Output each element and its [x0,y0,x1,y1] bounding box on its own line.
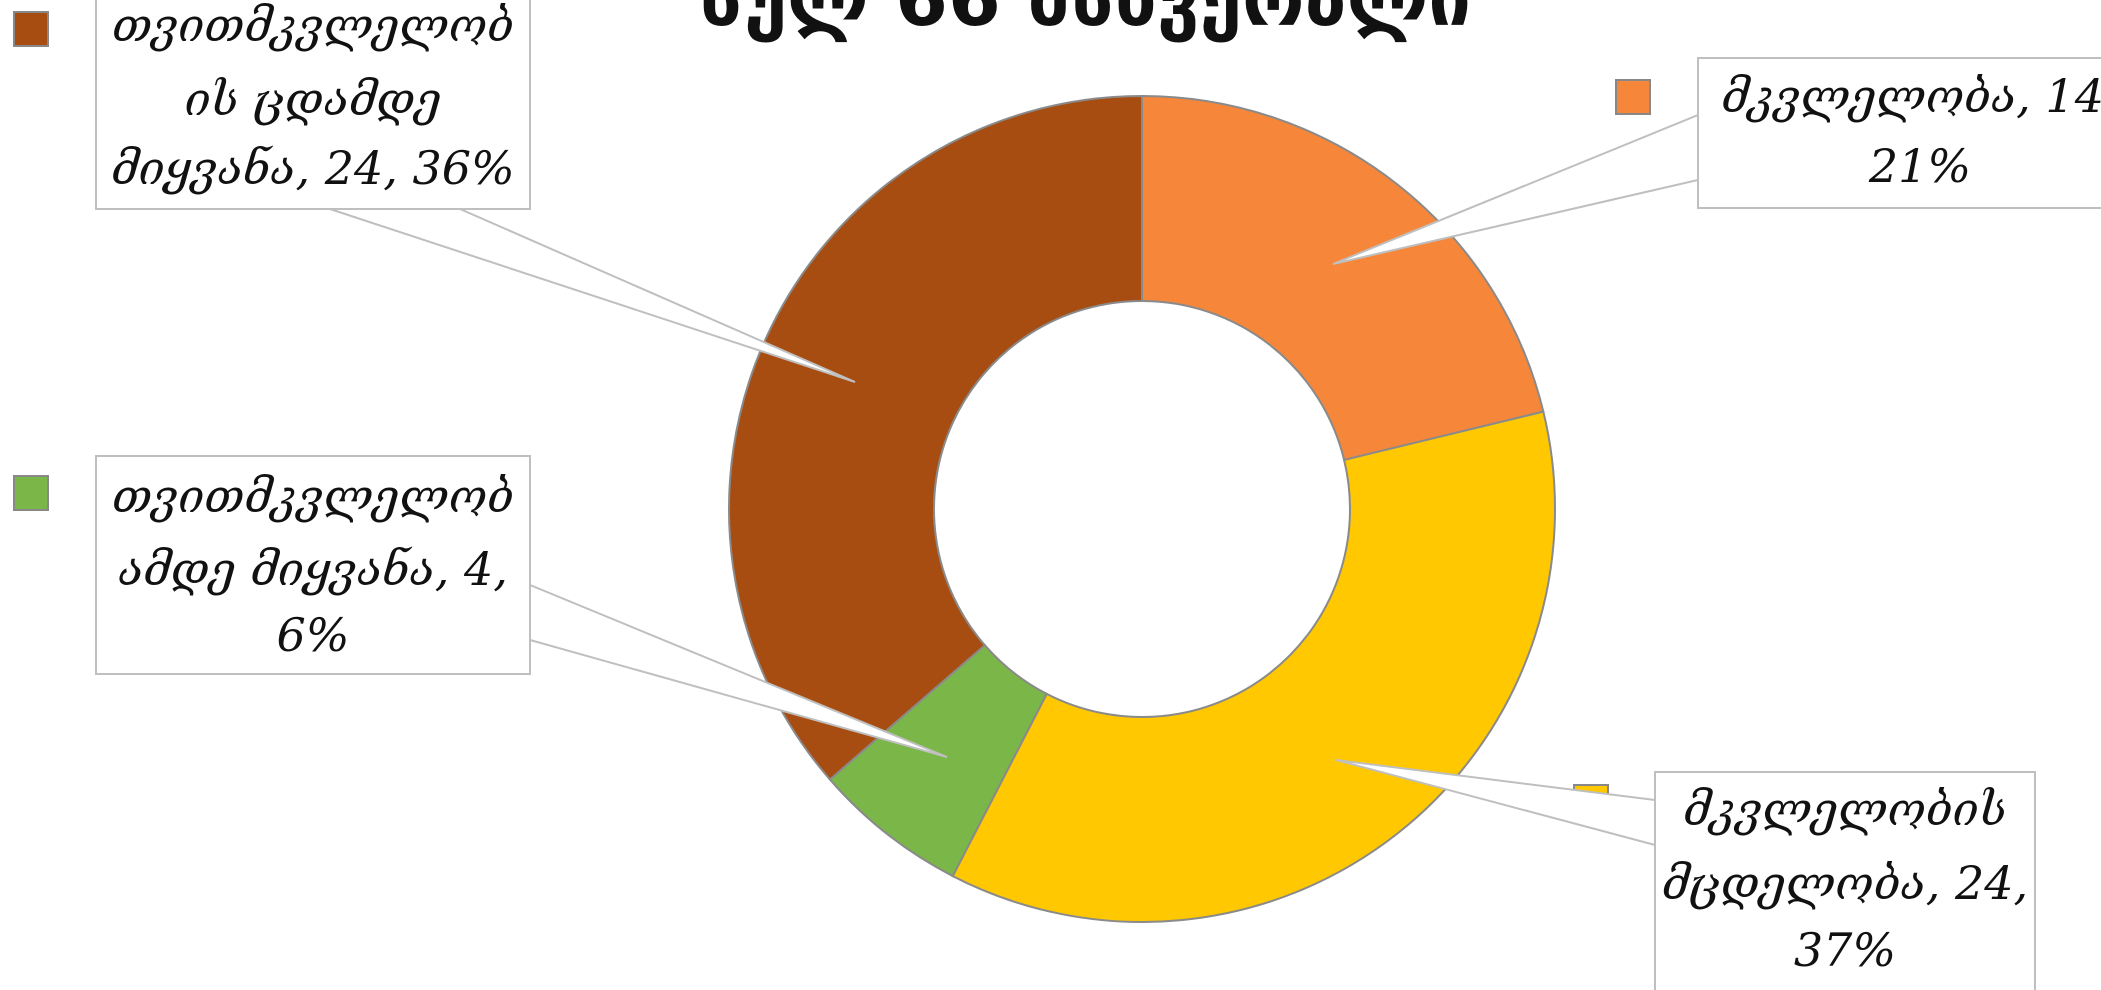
data-label: ის ცდამდე [185,72,442,126]
legend-marker [13,475,49,511]
chart-title: სულ 66 მსხვერპლი [699,0,1471,43]
data-label: 37% [1794,923,1896,977]
legend-marker [13,11,49,47]
leader-line [329,208,856,383]
donut-segment [951,410,1556,923]
data-label: 6% [277,608,350,662]
label-box [1697,57,2101,209]
data-label: 21% [1868,139,1971,193]
donut-segment [1141,94,1545,462]
legend-marker [1615,79,1651,115]
label-box [95,0,531,210]
data-label: მიყვანა, 24, 36% [111,141,515,195]
data-label: ამდე მიყვანა, 4, [118,542,508,596]
data-label: მკვლელობის [1683,782,2007,836]
label-box [95,455,531,675]
data-label: თვითმკვლელობ [112,469,514,523]
data-label: მკვლელობა, 14, [1721,69,2101,123]
data-label: მცდელობა, 24, [1662,856,2028,910]
data-label: თვითმკვლელობ [112,0,514,52]
label-box [1654,771,2036,990]
donut-segment [728,94,1143,781]
